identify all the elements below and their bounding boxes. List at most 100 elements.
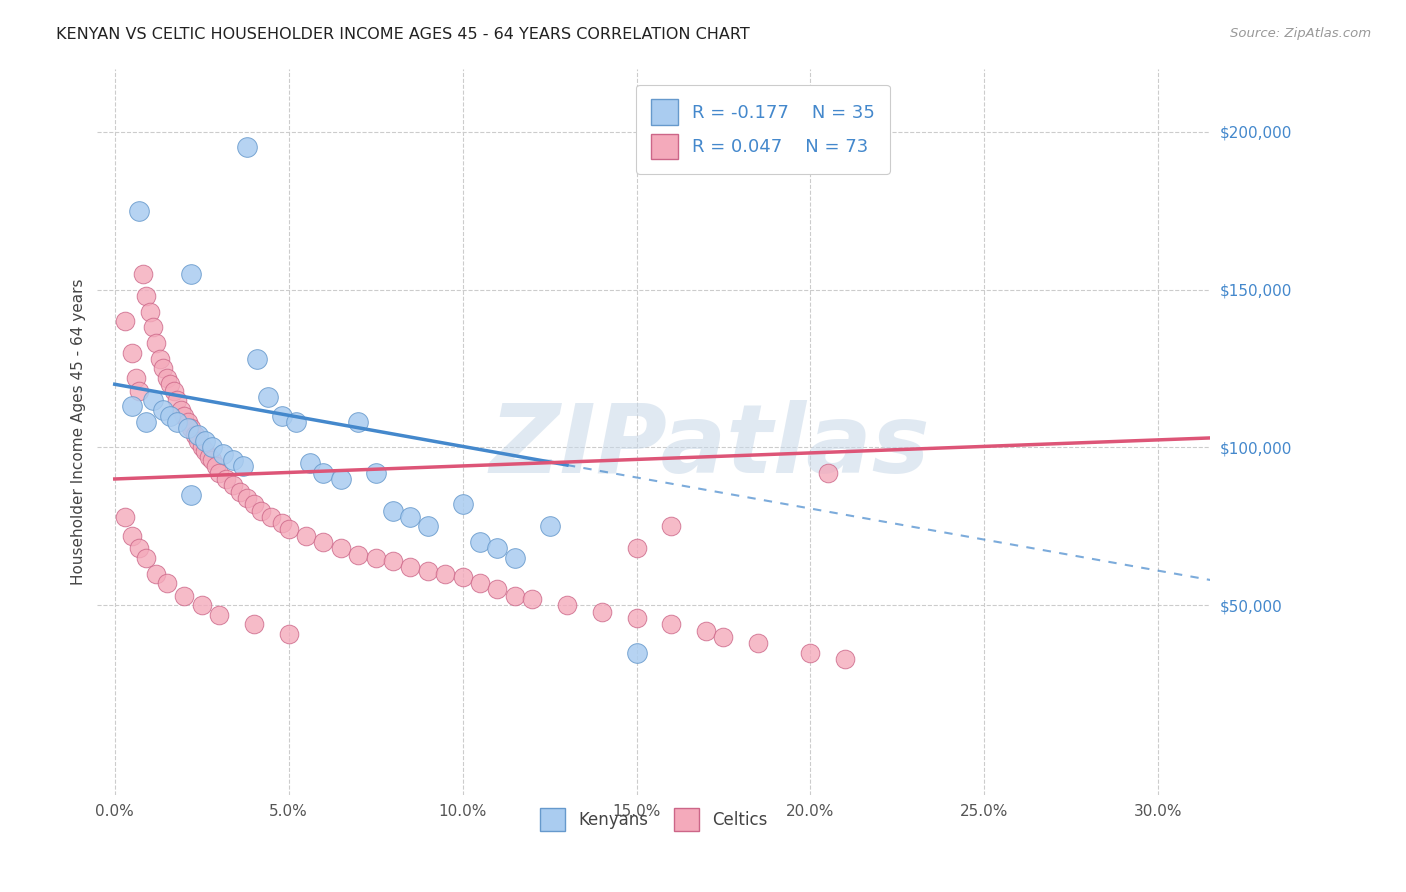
- Point: [152, 361, 174, 376]
- Point: [329, 472, 352, 486]
- Point: [145, 566, 167, 581]
- Y-axis label: Householder Income Ages 45 - 64 years: Householder Income Ages 45 - 64 years: [72, 278, 86, 585]
- Point: [364, 550, 387, 565]
- Point: [298, 456, 321, 470]
- Point: [591, 605, 613, 619]
- Point: [626, 646, 648, 660]
- Point: [173, 589, 195, 603]
- Point: [124, 371, 146, 385]
- Point: [180, 267, 202, 281]
- Point: [468, 535, 491, 549]
- Point: [695, 624, 717, 638]
- Point: [180, 488, 202, 502]
- Point: [250, 503, 273, 517]
- Point: [270, 516, 292, 531]
- Point: [180, 421, 202, 435]
- Point: [149, 351, 172, 366]
- Point: [152, 402, 174, 417]
- Point: [382, 554, 405, 568]
- Point: [156, 371, 179, 385]
- Point: [256, 390, 278, 404]
- Text: Source: ZipAtlas.com: Source: ZipAtlas.com: [1230, 27, 1371, 40]
- Point: [468, 576, 491, 591]
- Point: [156, 576, 179, 591]
- Point: [364, 466, 387, 480]
- Point: [312, 466, 335, 480]
- Text: KENYAN VS CELTIC HOUSEHOLDER INCOME AGES 45 - 64 YEARS CORRELATION CHART: KENYAN VS CELTIC HOUSEHOLDER INCOME AGES…: [56, 27, 749, 42]
- Point: [187, 434, 209, 448]
- Point: [142, 320, 165, 334]
- Point: [434, 566, 457, 581]
- Point: [159, 409, 181, 423]
- Point: [399, 560, 422, 574]
- Point: [222, 453, 245, 467]
- Point: [243, 617, 266, 632]
- Point: [236, 491, 259, 505]
- Point: [190, 599, 212, 613]
- Point: [135, 289, 157, 303]
- Point: [236, 140, 259, 154]
- Point: [659, 519, 682, 533]
- Point: [347, 548, 370, 562]
- Point: [121, 345, 143, 359]
- Point: [194, 434, 217, 448]
- Point: [177, 421, 200, 435]
- Point: [166, 415, 188, 429]
- Point: [135, 550, 157, 565]
- Point: [222, 478, 245, 492]
- Point: [159, 377, 181, 392]
- Point: [170, 402, 193, 417]
- Point: [114, 314, 136, 328]
- Point: [135, 415, 157, 429]
- Point: [329, 541, 352, 556]
- Point: [173, 409, 195, 423]
- Point: [208, 607, 231, 622]
- Point: [187, 427, 209, 442]
- Point: [184, 427, 207, 442]
- Point: [451, 570, 474, 584]
- Point: [713, 630, 735, 644]
- Point: [295, 529, 318, 543]
- Point: [201, 453, 224, 467]
- Point: [128, 203, 150, 218]
- Point: [538, 519, 561, 533]
- Point: [121, 529, 143, 543]
- Point: [486, 582, 509, 597]
- Point: [166, 392, 188, 407]
- Point: [451, 497, 474, 511]
- Point: [399, 509, 422, 524]
- Point: [204, 459, 226, 474]
- Point: [177, 415, 200, 429]
- Point: [232, 459, 254, 474]
- Point: [284, 415, 307, 429]
- Point: [486, 541, 509, 556]
- Point: [121, 400, 143, 414]
- Text: ZIPatlas: ZIPatlas: [489, 400, 929, 492]
- Point: [277, 523, 299, 537]
- Point: [260, 509, 283, 524]
- Point: [211, 447, 233, 461]
- Point: [817, 466, 839, 480]
- Point: [215, 472, 238, 486]
- Point: [190, 441, 212, 455]
- Point: [128, 384, 150, 398]
- Legend: Kenyans, Celtics: Kenyans, Celtics: [527, 794, 780, 845]
- Point: [142, 392, 165, 407]
- Point: [145, 336, 167, 351]
- Point: [416, 564, 439, 578]
- Point: [229, 484, 252, 499]
- Point: [416, 519, 439, 533]
- Point: [347, 415, 370, 429]
- Point: [114, 509, 136, 524]
- Point: [246, 351, 269, 366]
- Point: [277, 626, 299, 640]
- Point: [520, 591, 543, 606]
- Point: [270, 409, 292, 423]
- Point: [208, 466, 231, 480]
- Point: [312, 535, 335, 549]
- Point: [834, 652, 856, 666]
- Point: [131, 267, 153, 281]
- Point: [197, 450, 219, 464]
- Point: [138, 304, 160, 318]
- Point: [243, 497, 266, 511]
